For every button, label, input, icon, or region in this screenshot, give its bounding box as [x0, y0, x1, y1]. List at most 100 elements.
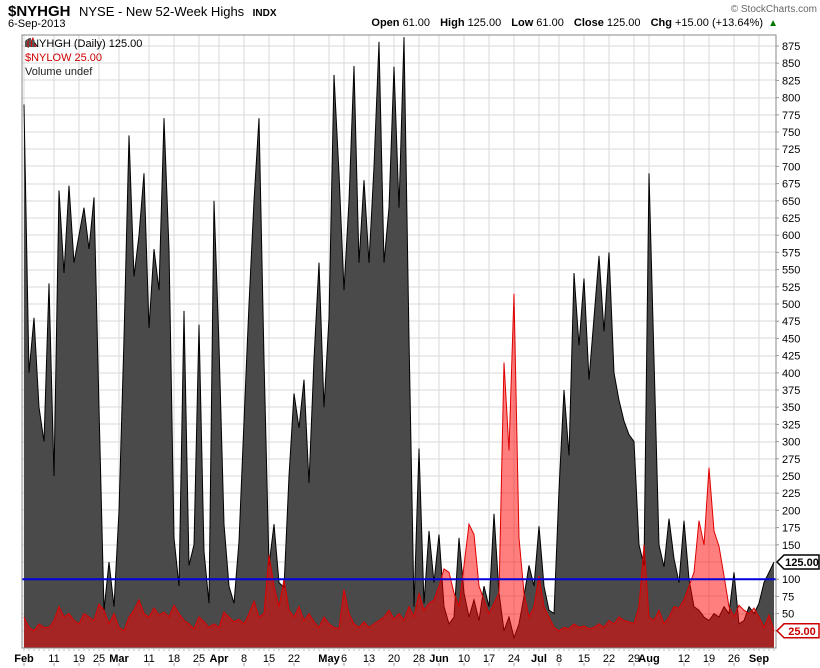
svg-text:625: 625	[782, 213, 800, 225]
series-line-nyhgh	[23, 37, 775, 640]
svg-text:50: 50	[782, 609, 794, 621]
svg-text:575: 575	[782, 247, 800, 259]
svg-text:25.00: 25.00	[788, 626, 816, 638]
svg-text:22: 22	[603, 653, 615, 665]
svg-text:Feb: Feb	[14, 653, 34, 665]
svg-text:Jul: Jul	[531, 653, 547, 665]
svg-text:19: 19	[73, 653, 85, 665]
open-value: 61.00	[402, 17, 431, 29]
svg-text:525: 525	[782, 282, 800, 294]
symbol-type-tag: INDX	[252, 8, 277, 19]
svg-text:550: 550	[782, 265, 800, 277]
svg-text:175: 175	[782, 523, 800, 535]
svg-text:11: 11	[143, 653, 154, 665]
svg-text:325: 325	[782, 419, 800, 431]
change-up-arrow-icon: ▲	[768, 18, 778, 29]
svg-text:775: 775	[782, 110, 800, 122]
svg-text:25: 25	[193, 653, 205, 665]
series-area-nylow	[24, 293, 774, 648]
svg-text:8: 8	[241, 653, 247, 665]
svg-text:Sep: Sep	[749, 653, 769, 665]
svg-text:675: 675	[782, 179, 800, 191]
chart-title: $NYHGH NYSE - New 52-Week Highs INDX	[8, 3, 277, 21]
svg-text:15: 15	[578, 653, 590, 665]
svg-text:13: 13	[363, 653, 375, 665]
svg-text:Jun: Jun	[429, 653, 449, 665]
legend-item-volume: Volume undef	[25, 38, 142, 79]
svg-text:350: 350	[782, 402, 800, 414]
symbol: $NYHGH	[8, 3, 71, 20]
svg-text:225: 225	[782, 488, 800, 500]
y-axis-labels: 50 75 100 150 175 200 225 250 275 300 325 350 375 400…	[776, 41, 800, 632]
svg-text:825: 825	[782, 75, 800, 87]
svg-text:500: 500	[782, 299, 800, 311]
svg-text:125.00: 125.00	[785, 557, 819, 569]
legend-item-nyhgh: $NYHGH (Daily) 125.00	[25, 37, 142, 51]
svg-text:19: 19	[703, 653, 715, 665]
svg-text:Mar: Mar	[109, 653, 129, 665]
svg-text:6: 6	[341, 653, 347, 665]
svg-text:Aug: Aug	[638, 653, 659, 665]
series-areas	[23, 37, 775, 649]
svg-text:18: 18	[168, 653, 180, 665]
svg-text:8: 8	[556, 653, 562, 665]
svg-text:600: 600	[782, 230, 800, 242]
series-line-nylow	[23, 293, 775, 632]
change-label: Chg	[650, 17, 672, 29]
low-value: 61.00	[536, 17, 564, 29]
low-label: Low	[511, 17, 534, 29]
close-label: Close	[573, 17, 604, 29]
svg-text:11: 11	[48, 653, 59, 665]
close-value: 125.00	[606, 17, 641, 29]
svg-text:875: 875	[782, 41, 800, 53]
svg-text:475: 475	[782, 316, 800, 328]
svg-text:10: 10	[458, 653, 470, 665]
x-axis-labels: Feb 11 19 25 Mar 11 18 25 Apr 8 15 22 May 6 13 20 28 Jun 1…	[14, 649, 775, 666]
svg-text:100: 100	[782, 574, 800, 586]
change-value: +15.00 (+13.64%)	[674, 17, 764, 29]
svg-text:650: 650	[782, 196, 800, 208]
svg-text:15: 15	[263, 653, 275, 665]
svg-text:24: 24	[508, 653, 520, 665]
svg-text:425: 425	[782, 351, 800, 363]
svg-text:300: 300	[782, 437, 800, 449]
legend-item-nylow: $NYLOW 25.00	[25, 37, 142, 65]
value-tag-25-00: 25.00	[775, 623, 820, 639]
svg-text:850: 850	[782, 58, 800, 70]
legend-label-nyhgh: $NYHGH (Daily) 125.00	[25, 38, 143, 50]
svg-text:400: 400	[782, 368, 800, 380]
svg-text:150: 150	[782, 540, 800, 552]
svg-text:750: 750	[782, 127, 800, 139]
svg-text:450: 450	[782, 333, 800, 345]
svg-text:May: May	[318, 653, 340, 665]
open-label: Open	[371, 17, 400, 29]
svg-text:700: 700	[782, 161, 800, 173]
svg-text:20: 20	[388, 653, 400, 665]
svg-text:275: 275	[782, 454, 800, 466]
svg-text:25: 25	[93, 653, 105, 665]
svg-text:Apr: Apr	[210, 653, 230, 665]
svg-text:800: 800	[782, 93, 800, 105]
svg-text:22: 22	[288, 653, 300, 665]
stockcharts-copyright-link[interactable]: © StockCharts.com	[730, 4, 817, 15]
svg-text:29: 29	[628, 653, 640, 665]
symbol-description: NYSE - New 52-Week Highs	[78, 4, 245, 19]
legend-label-volume: Volume undef	[25, 66, 93, 78]
volume-bars-icon	[25, 38, 35, 47]
series-area-nyhgh	[24, 37, 774, 649]
svg-text:200: 200	[782, 505, 800, 517]
plot-border	[21, 34, 777, 649]
legend-label-nylow: $NYLOW 25.00	[25, 52, 103, 64]
svg-text:375: 375	[782, 385, 800, 397]
svg-text:75: 75	[782, 591, 794, 603]
svg-text:26: 26	[728, 653, 740, 665]
svg-text:17: 17	[483, 653, 495, 665]
ohlc-quote-bar: Open 61.00 High 125.00 Low 61.00 Close 125.0…	[371, 17, 778, 29]
svg-text:12: 12	[678, 653, 690, 665]
svg-text:250: 250	[782, 471, 800, 483]
high-label: High	[440, 17, 465, 29]
svg-text:28: 28	[413, 653, 425, 665]
value-tag-125-00: 125.00	[775, 554, 820, 570]
